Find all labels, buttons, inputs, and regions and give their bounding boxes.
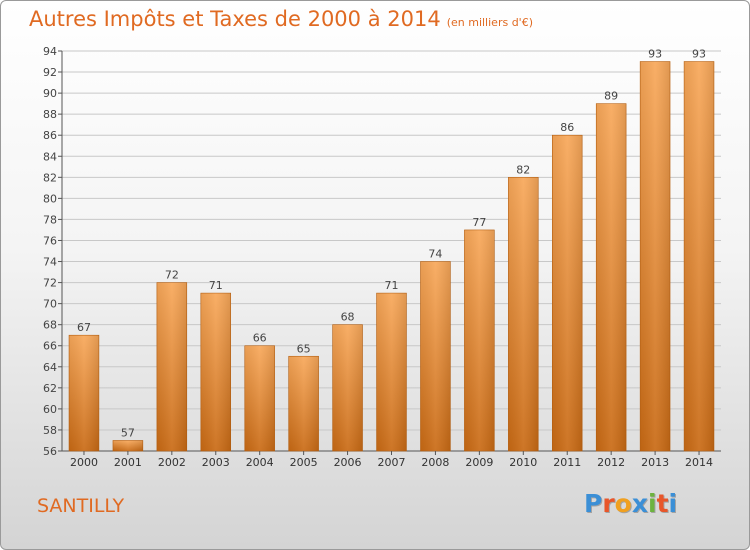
y-tick-label: 94 [43,45,57,58]
y-tick-label: 92 [43,66,57,79]
x-tick-label: 2008 [421,456,449,469]
bar-shade-2004 [244,345,275,451]
x-tick-label: 2005 [290,456,318,469]
x-tick-label: 2007 [378,456,406,469]
data-label: 71 [209,279,223,292]
proxiti-logo: Proxiti [584,489,677,518]
bar-shade-2003 [200,293,231,451]
data-label: 68 [341,311,355,324]
data-label: 66 [253,332,267,345]
data-label: 57 [121,426,135,439]
bar-shade-2014 [684,61,714,452]
bar-shade-2000 [69,335,99,451]
data-label: 93 [648,48,662,61]
x-tick-label: 2010 [509,456,537,469]
data-labels: 67 57 72 71 66 65 68 71 74 77 82 86 89 93 93 [77,48,706,440]
bar-shade-2005 [288,356,319,451]
data-label: 72 [165,269,179,282]
x-tick-label: 2000 [70,456,98,469]
bar-shade-2008 [420,261,451,451]
title-row: Autres Impôts et Taxes de 2000 à 2014 (en… [29,7,533,31]
x-tick-label: 2003 [202,456,230,469]
y-tick-label: 76 [43,234,57,247]
y-tick-label: 90 [43,87,57,100]
x-tick-label: 2012 [597,456,625,469]
y-tick-label: 86 [43,129,57,142]
data-label: 82 [516,163,530,176]
logo-letter: i [648,489,657,518]
y-tick-label: 80 [43,192,57,205]
bar-shade-2002 [156,282,187,451]
bar-shade-2007 [376,293,407,451]
y-tick-label: 74 [43,256,57,269]
data-label: 74 [428,248,442,261]
city-name: SANTILLY [37,495,125,517]
x-tick-label: 2009 [465,456,493,469]
chart-title: Autres Impôts et Taxes de 2000 à 2014 [29,7,441,31]
x-tick-label: 2006 [334,456,362,469]
x-tick-label: 2004 [246,456,274,469]
data-label: 93 [692,48,706,61]
bar-shade-2013 [640,61,671,452]
data-label: 67 [77,321,91,334]
y-tick-label: 78 [43,213,57,226]
data-label: 65 [297,342,311,355]
x-tick-label: 2001 [114,456,142,469]
data-label: 86 [560,121,574,134]
x-tick-label: 2002 [158,456,186,469]
bar-shade-2009 [464,229,495,451]
bar-shade-2006 [332,324,363,451]
x-tick-label: 2011 [553,456,581,469]
logo-letter: x [631,489,648,518]
bar-shade-2001 [112,440,143,451]
data-label: 89 [604,90,618,103]
data-label: 77 [472,216,486,229]
y-tick-label: 60 [43,403,57,416]
logo-letter: t [656,489,669,518]
y-tick-label: 88 [43,108,57,121]
bar-shade-2010 [508,177,539,451]
logo-letter: P [584,489,603,518]
logo-letter: i [668,489,678,518]
y-tick-label: 68 [43,319,57,332]
y-tick-label: 62 [43,382,57,395]
y-tick-label: 72 [43,277,57,290]
x-tick-label: 2013 [641,456,669,469]
logo-letter: o [614,489,632,518]
data-label: 71 [385,279,399,292]
y-tick-label: 82 [43,171,57,184]
y-tick-label: 64 [43,361,57,374]
y-tick-label: 58 [43,424,57,437]
y-tick-label: 56 [43,445,57,458]
x-tick-label: 2014 [685,456,713,469]
x-axis-ticks: 2000 2001 2002 2003 2004 2005 2006 2007 2008 2009… [70,451,713,469]
y-tick-label: 84 [43,150,57,163]
y-tick-label: 70 [43,298,57,311]
bar-shade-2011 [552,135,583,452]
y-tick-label: 66 [43,340,57,353]
logo-letter: r [602,489,615,518]
chart-subtitle: (en milliers d'€) [446,16,533,29]
bar-shade-2012 [596,103,627,451]
bars [68,61,715,452]
